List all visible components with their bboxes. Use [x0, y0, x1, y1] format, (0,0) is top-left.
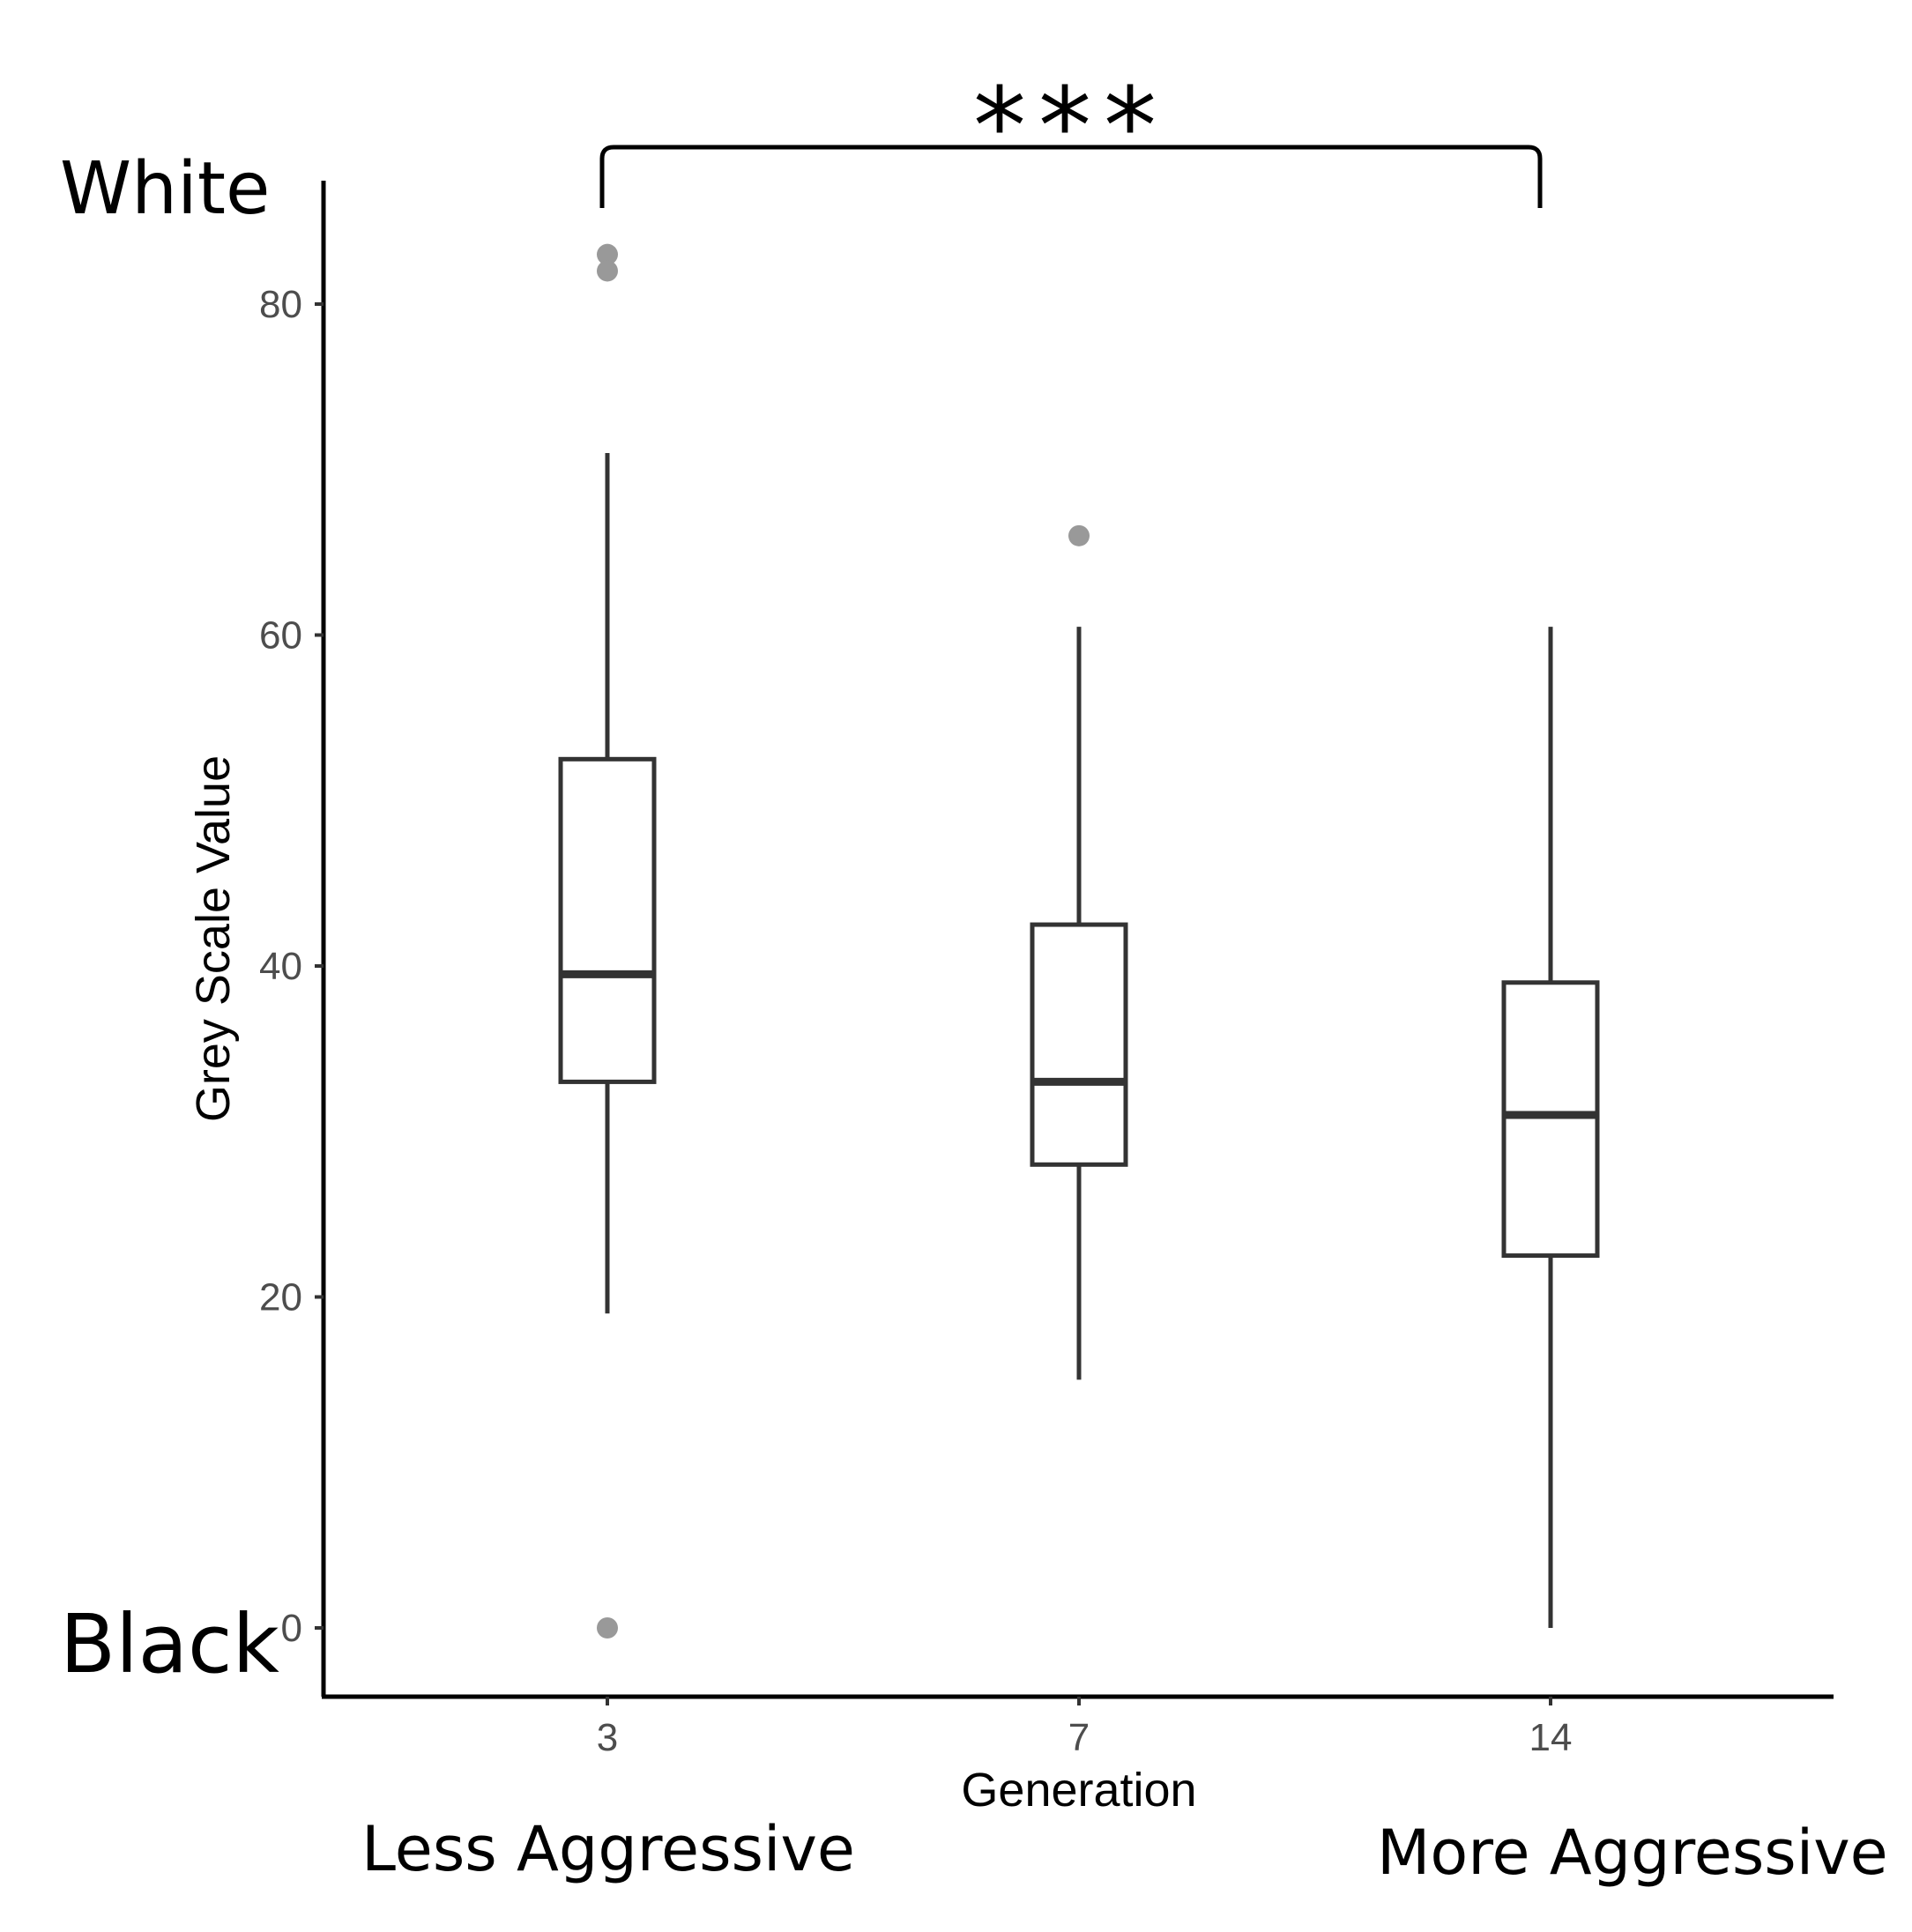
significance-bracket — [599, 145, 1543, 208]
outliers — [597, 243, 1090, 1638]
x-tick-label: 14 — [1529, 1716, 1573, 1759]
more-aggressive-label: More Aggressive — [1377, 1817, 1888, 1889]
y-tick-label: 0 — [281, 1607, 302, 1650]
white-label: White — [60, 147, 270, 231]
box-group-3 — [558, 452, 657, 1314]
x-ticks: 3 7 14 — [597, 1697, 1573, 1759]
y-axis-title: Grey Scale Value — [187, 755, 240, 1122]
x-axis-title: Generation — [961, 1764, 1196, 1817]
outlier-point — [1068, 524, 1090, 546]
x-tick-label: 3 — [597, 1716, 618, 1759]
x-tick-label: 7 — [1068, 1716, 1090, 1759]
box — [1030, 922, 1128, 1167]
outlier-point — [597, 260, 618, 282]
outlier-point — [597, 243, 618, 265]
y-tick-label: 60 — [259, 614, 302, 658]
y-ticks: 0 20 40 60 80 — [259, 283, 324, 1650]
less-aggressive-label: Less Aggressive — [361, 1813, 855, 1885]
box — [1501, 980, 1600, 1259]
box — [558, 756, 657, 1084]
boxes — [558, 452, 1600, 1628]
y-tick-label: 80 — [259, 283, 302, 326]
box-group-14 — [1501, 627, 1600, 1628]
outlier-point — [597, 1617, 618, 1638]
box-group-7 — [1030, 627, 1128, 1380]
y-tick-label: 40 — [259, 945, 302, 988]
black-label: Black — [60, 1597, 280, 1691]
y-tick-label: 20 — [259, 1276, 302, 1319]
significance-stars: *** — [973, 66, 1169, 189]
